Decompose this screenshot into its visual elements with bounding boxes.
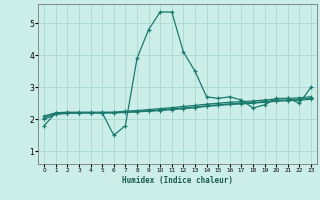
X-axis label: Humidex (Indice chaleur): Humidex (Indice chaleur) [122, 176, 233, 185]
